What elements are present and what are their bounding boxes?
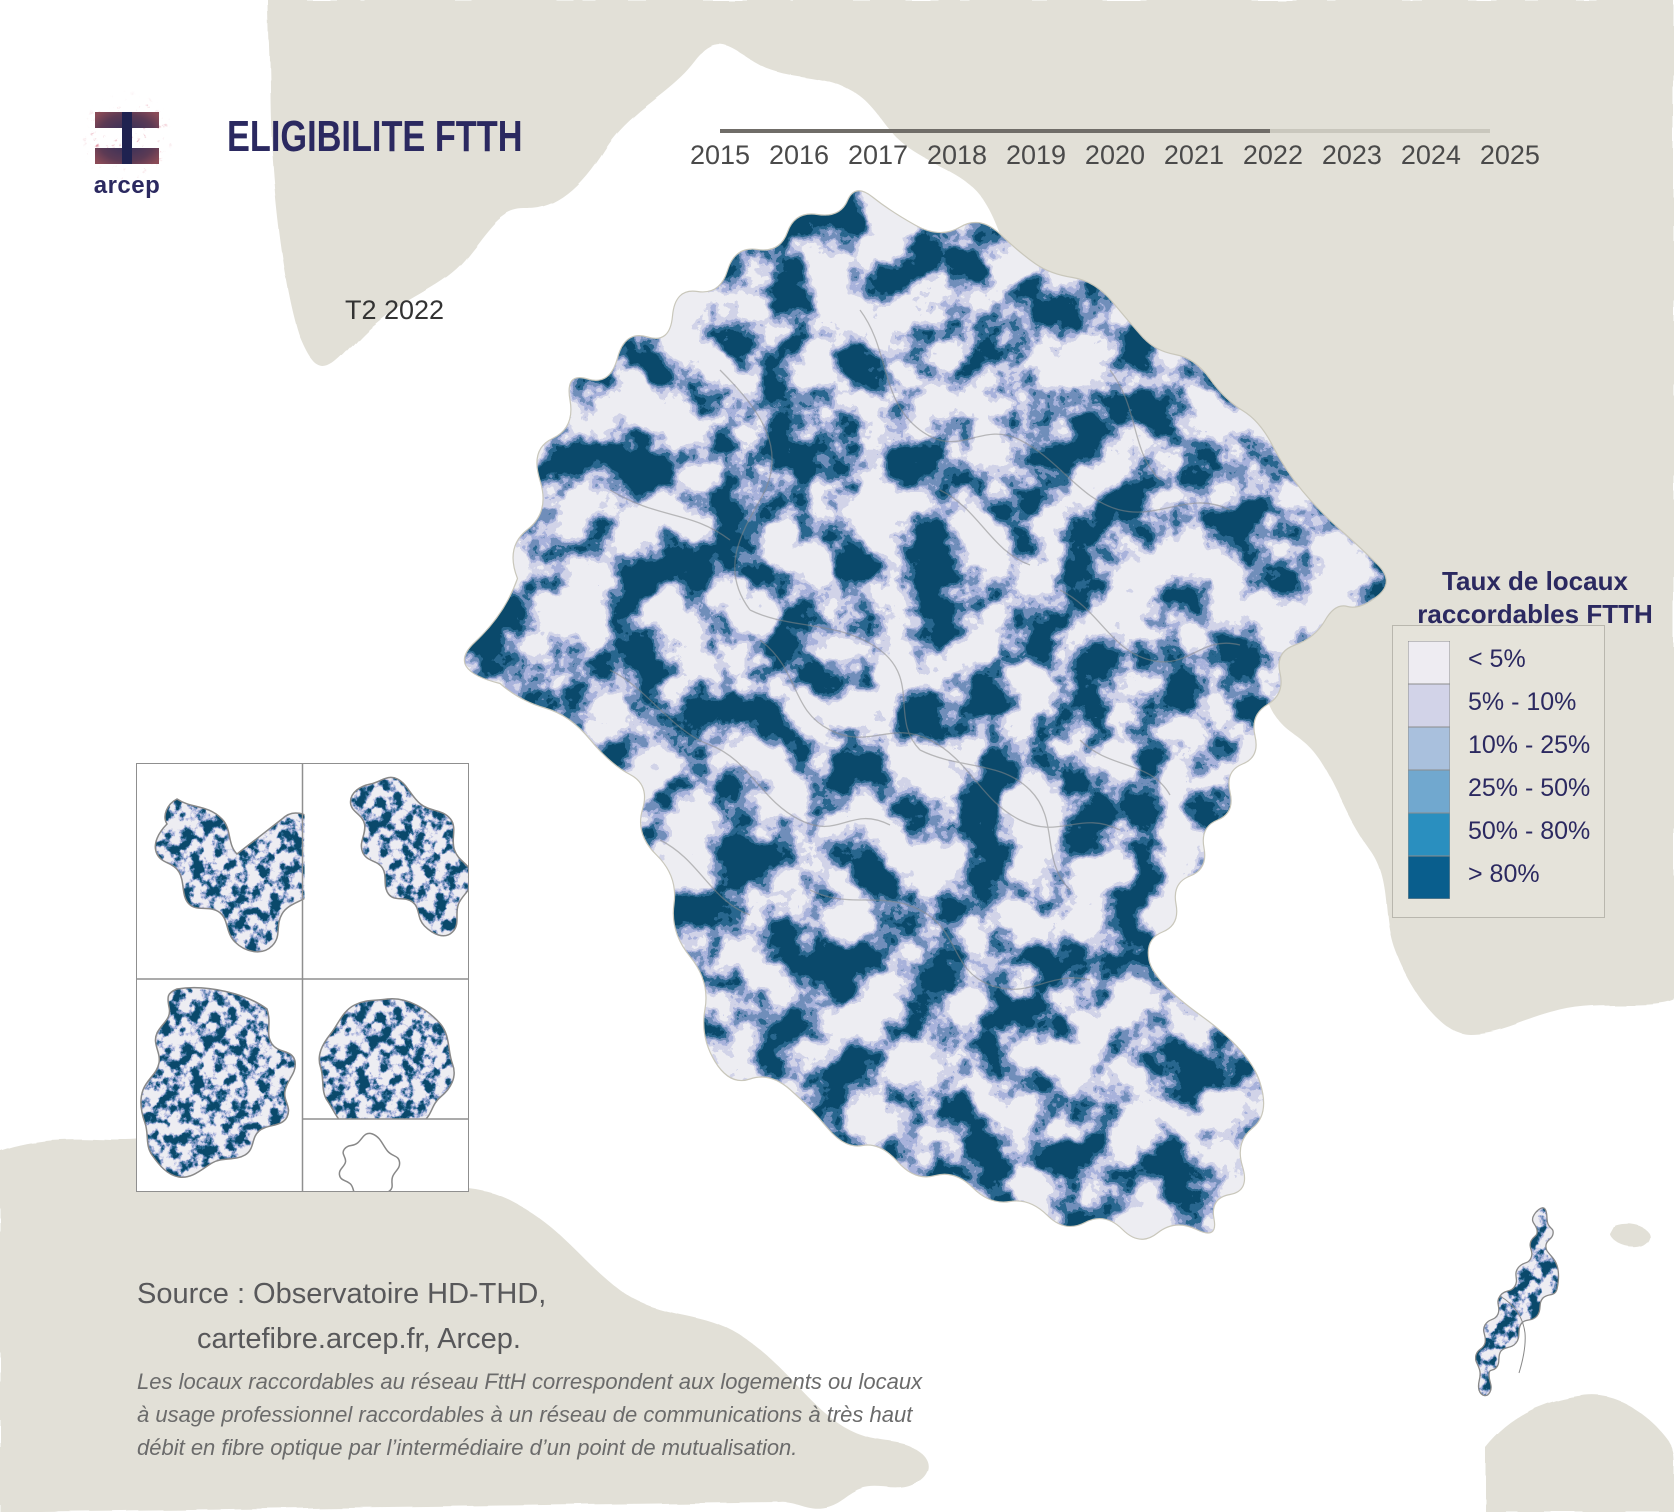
svg-text:arcep: arcep xyxy=(94,172,161,199)
